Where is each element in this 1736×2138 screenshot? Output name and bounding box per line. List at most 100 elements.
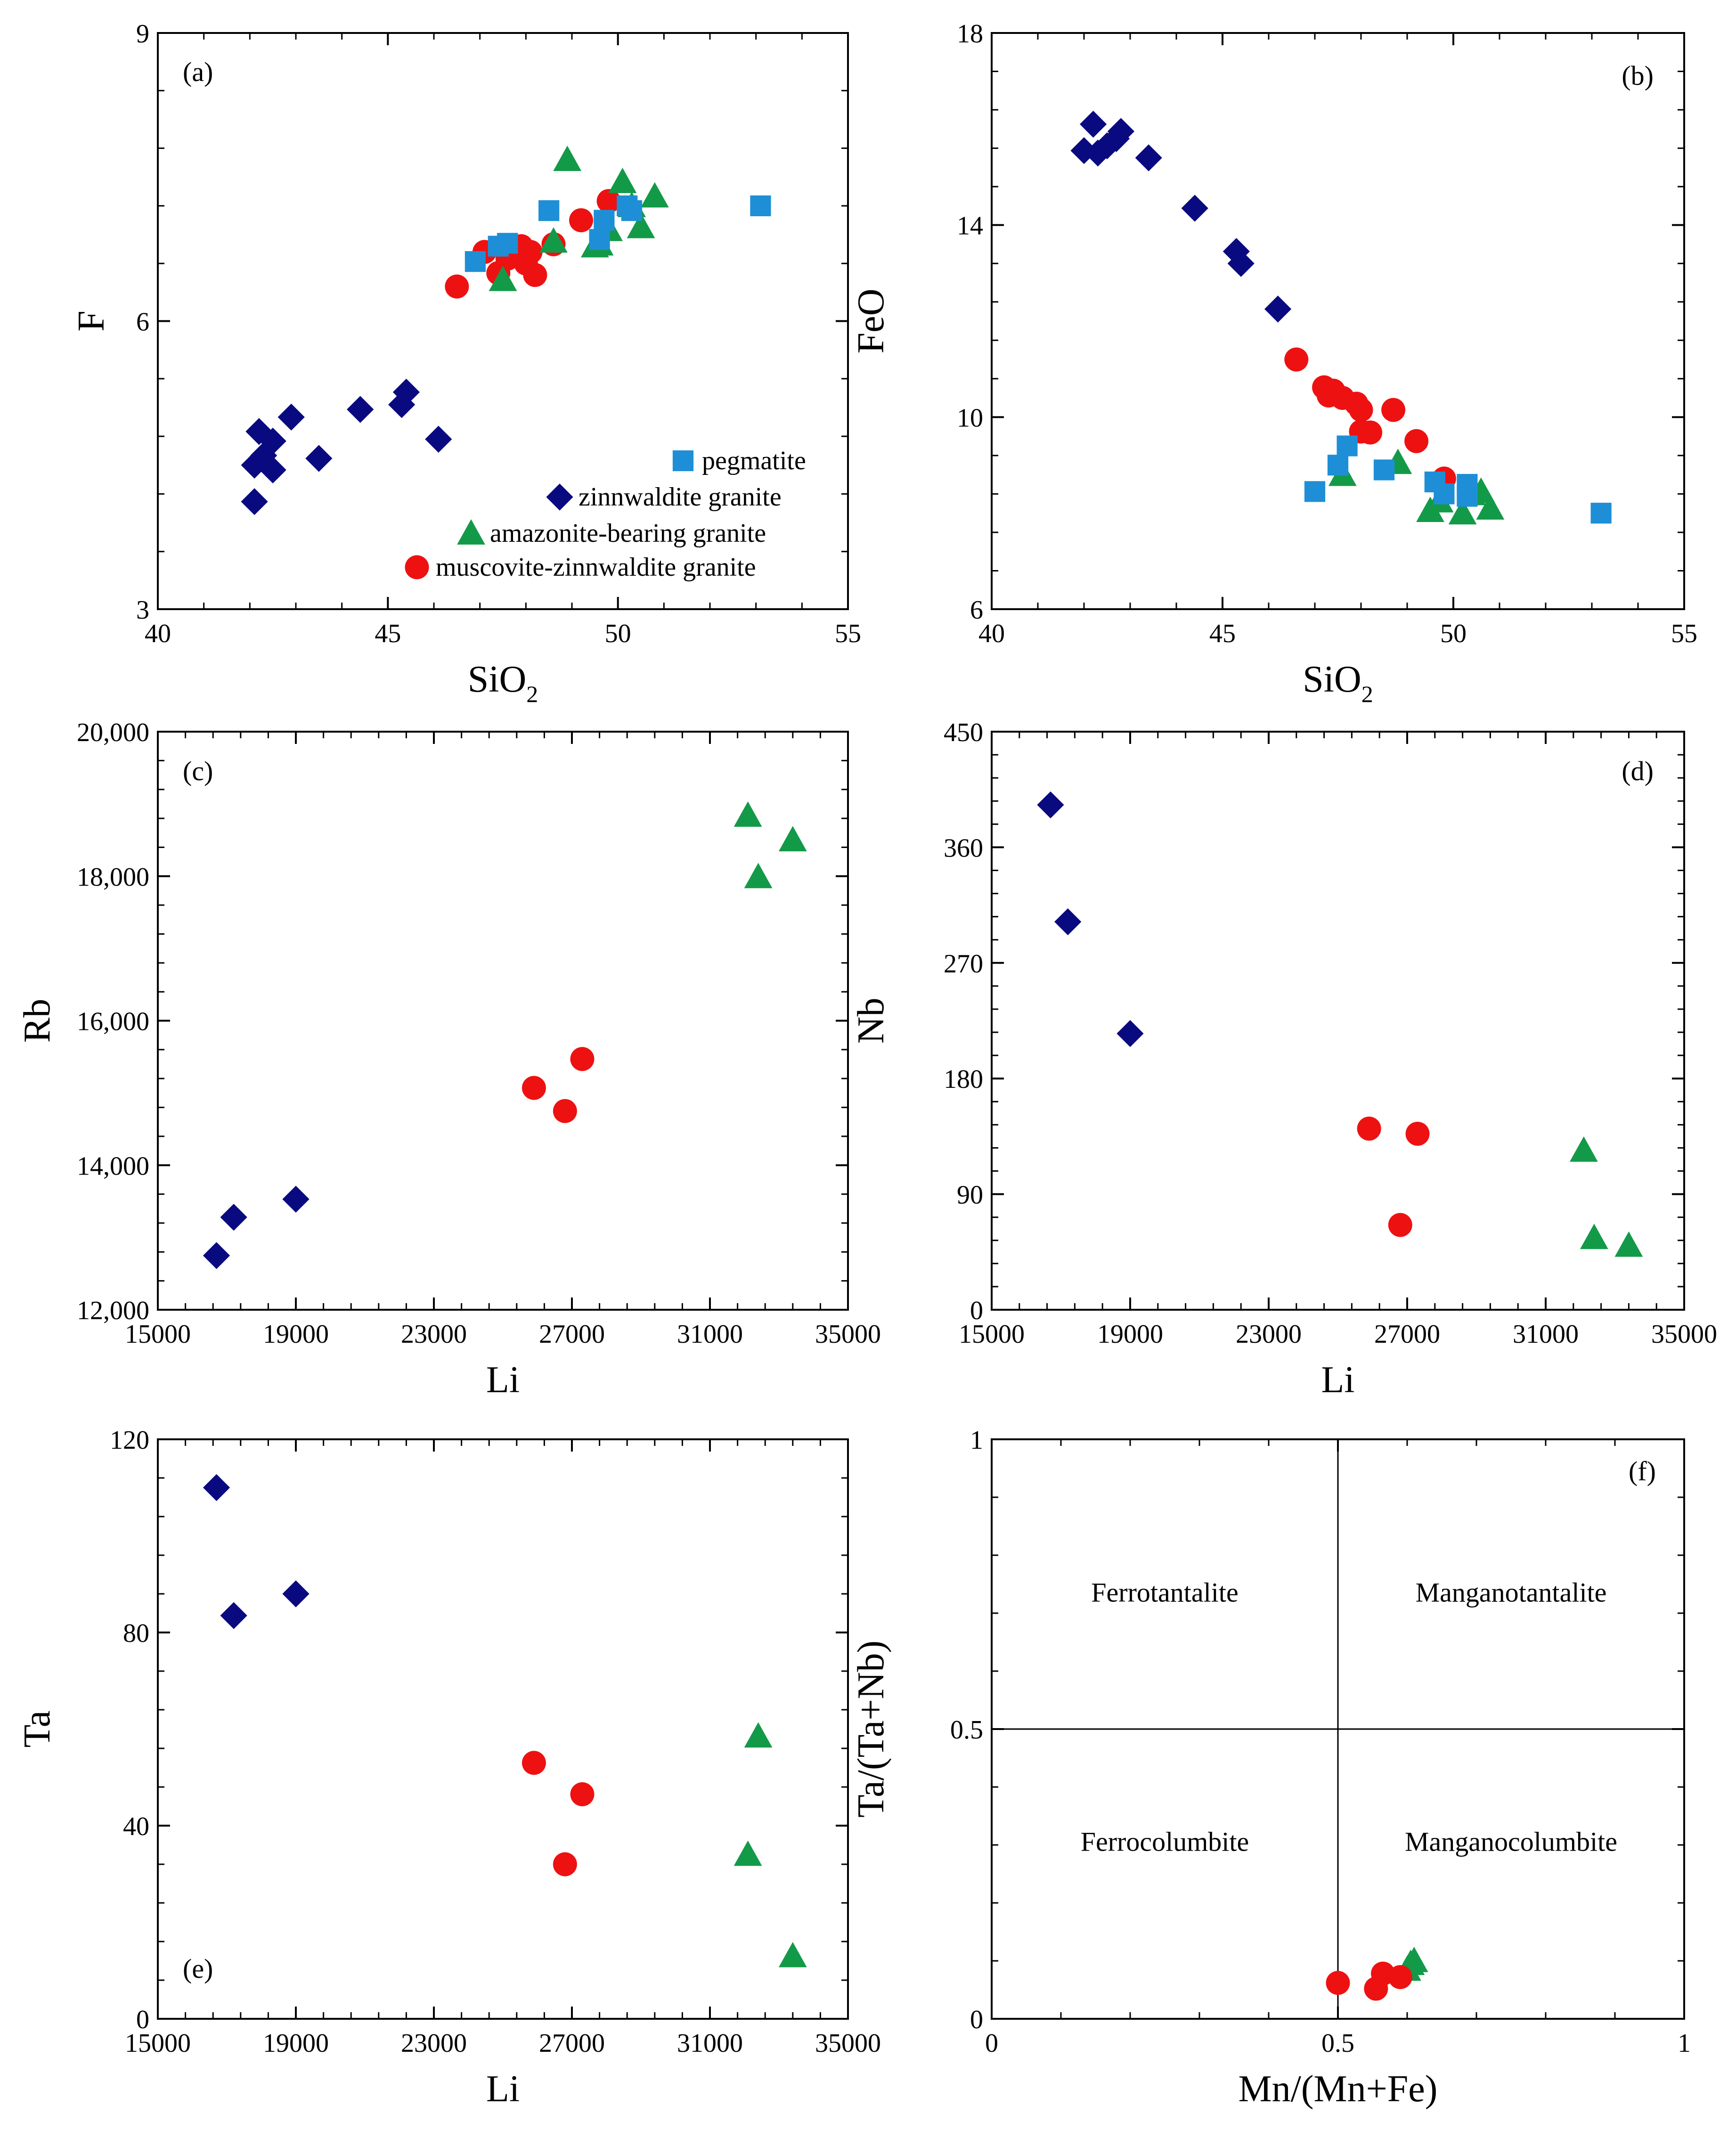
series-muscovite: [522, 1751, 595, 1877]
series-zinnwaldite: [203, 1474, 310, 1629]
legend-label-muscovite: muscovite-zinnwaldite granite: [436, 553, 756, 582]
series-pegmatite: [1304, 435, 1612, 524]
data-point-muscovite: [1388, 1965, 1412, 1989]
data-point-pegmatite: [750, 195, 771, 216]
x-tick-label: 19000: [1097, 1320, 1163, 1349]
series-amazonite: [734, 1722, 807, 1967]
data-point-muscovite: [445, 274, 469, 299]
data-point-muscovite: [522, 1076, 546, 1100]
data-point-zinnwaldite: [1080, 111, 1107, 138]
data-point-pegmatite: [1304, 481, 1326, 502]
x-axis-label-main: Li: [486, 1359, 520, 1401]
data-point-amazonite: [734, 1840, 762, 1866]
data-point-pegmatite: [1373, 459, 1395, 481]
panel-a: 40 45 50 55 3 6 9 SiO2 F (a) pegmatite zinnwaldite …: [71, 19, 861, 707]
x-tick-label: 19000: [263, 2029, 329, 2058]
legend-label-amazonite: amazonite-bearing granite: [490, 519, 766, 548]
data-point-muscovite: [1381, 398, 1406, 422]
data-point-amazonite: [539, 227, 568, 253]
data-point-zinnwaldite: [203, 1242, 230, 1269]
data-point-zinnwaldite: [388, 391, 416, 418]
legend-label-zinnwaldite: zinnwaldite granite: [579, 482, 782, 512]
y-tick-label: 1: [970, 1426, 983, 1455]
data-point-muscovite: [523, 263, 547, 287]
data-point-amazonite: [1448, 499, 1477, 525]
x-axis-label-subscript: 2: [526, 681, 538, 707]
x-axis-label: SiO2: [1303, 659, 1373, 707]
panel-label: (a): [183, 57, 213, 87]
data-point-pegmatite: [1457, 486, 1478, 507]
data-point-muscovite: [1404, 429, 1429, 453]
x-tick-label: 27000: [1374, 1320, 1440, 1349]
series-zinnwaldite: [203, 1185, 310, 1269]
data-point-amazonite: [553, 146, 582, 171]
data-point-zinnwaldite: [203, 1474, 230, 1501]
data-point-amazonite: [1569, 1136, 1598, 1162]
y-tick-label: 80: [123, 1619, 149, 1648]
data-point-zinnwaldite: [1227, 250, 1255, 277]
data-point-pegmatite: [465, 251, 486, 272]
y-tick-label: 10: [957, 403, 983, 432]
x-axis-label: Li: [1321, 1359, 1354, 1401]
data-point-zinnwaldite: [277, 403, 305, 431]
data-point-pegmatite: [1337, 435, 1358, 457]
x-tick-label: 27000: [539, 1320, 605, 1349]
panel-label: (f): [1629, 1456, 1656, 1486]
data-point-amazonite: [744, 863, 773, 889]
data-point-pegmatite: [1590, 503, 1612, 524]
series-zinnwaldite: [241, 378, 452, 515]
x-axis-label-main: Li: [486, 2068, 520, 2110]
data-point-pegmatite: [497, 233, 518, 254]
x-tick-label: 1: [1678, 2029, 1691, 2058]
region-label: Manganocolumbite: [1405, 1826, 1617, 1857]
y-tick-label: 0: [136, 2005, 149, 2034]
panel-label: (d): [1622, 756, 1654, 786]
series-muscovite: [1357, 1117, 1430, 1237]
y-axis-label: F: [71, 310, 112, 332]
data-point-muscovite: [1405, 1121, 1430, 1146]
y-tick-label: 12,000: [77, 1296, 149, 1325]
y-axis-label: Ta: [16, 1711, 58, 1748]
data-point-muscovite: [522, 1751, 546, 1775]
panel-label: (e): [183, 1953, 213, 1984]
data-point-pegmatite: [1327, 455, 1349, 476]
legend-marker-muscovite: [405, 555, 429, 579]
data-point-pegmatite: [594, 210, 615, 231]
x-tick-label: 35000: [815, 1320, 881, 1349]
data-point-zinnwaldite: [220, 1602, 247, 1629]
y-tick-label: 18,000: [77, 863, 149, 892]
minor-ticks-a: [158, 33, 848, 609]
panel-label: (b): [1622, 60, 1654, 91]
data-point-pegmatite: [589, 229, 610, 250]
data-point-zinnwaldite: [1264, 295, 1292, 323]
x-tick-label: 35000: [815, 2029, 881, 2058]
y-tick-label: 9: [136, 19, 149, 49]
series-pegmatite: [465, 195, 771, 272]
data-point-zinnwaldite: [282, 1580, 310, 1608]
data-point-zinnwaldite: [259, 427, 286, 455]
series-muscovite: [1284, 347, 1456, 491]
plot-frame-d: [991, 731, 1685, 1311]
series-zinnwaldite: [1070, 111, 1292, 323]
x-tick-label: 31000: [1513, 1320, 1579, 1349]
data-point-muscovite: [1358, 420, 1383, 445]
data-point-amazonite: [640, 182, 669, 208]
data-point-muscovite: [1357, 1117, 1381, 1141]
minor-ticks-f: [992, 1439, 1684, 2019]
data-point-zinnwaldite: [425, 425, 452, 453]
data-point-zinnwaldite: [1037, 791, 1064, 819]
y-tick-label: 3: [136, 596, 149, 625]
x-tick-label: 40: [978, 619, 1005, 648]
x-axis-label-subscript: 2: [1361, 681, 1373, 707]
data-point-zinnwaldite: [282, 1185, 310, 1213]
x-tick-label: 23000: [1236, 1320, 1302, 1349]
panel-d: 15000 19000 23000 27000 31000 35000 0 90 180 270 3…: [850, 718, 1717, 1401]
data-point-amazonite: [778, 826, 807, 851]
data-point-zinnwaldite: [241, 488, 268, 515]
y-tick-label: 14,000: [77, 1151, 149, 1181]
data-point-zinnwaldite: [1093, 132, 1121, 160]
x-axis-label-main: SiO: [1303, 659, 1361, 700]
minor-ticks-c: [158, 732, 848, 1310]
data-point-zinnwaldite: [241, 451, 268, 479]
